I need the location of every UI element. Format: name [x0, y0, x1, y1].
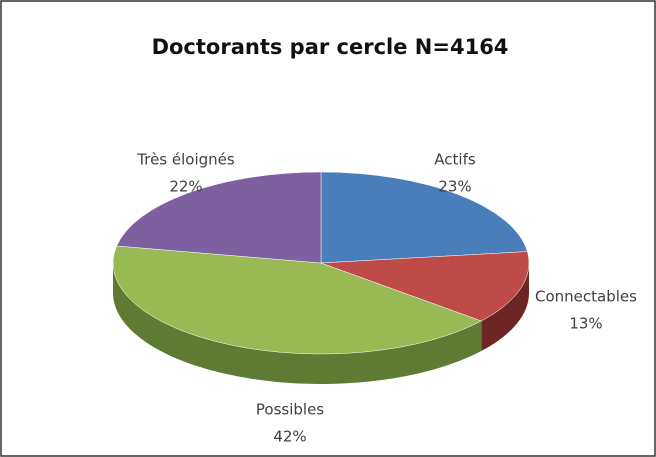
- slice-value-label: 22%: [169, 178, 202, 196]
- chart-title: Doctorants par cercle N=4164: [152, 35, 509, 59]
- slice-label: Connectables: [535, 288, 637, 306]
- slice-label: Actifs: [434, 151, 476, 169]
- slice: [116, 171, 322, 264]
- slice: [320, 171, 528, 264]
- slice: [320, 251, 530, 322]
- slice-value-label: 23%: [438, 178, 471, 196]
- slice-value-label: 13%: [569, 315, 602, 333]
- slice-label: Très éloignés: [136, 151, 235, 169]
- slice-label: Possibles: [256, 401, 324, 419]
- slice: [112, 245, 482, 355]
- slice-value-label: 42%: [273, 428, 306, 446]
- slice-side: [481, 263, 529, 352]
- slice-side: [113, 263, 482, 384]
